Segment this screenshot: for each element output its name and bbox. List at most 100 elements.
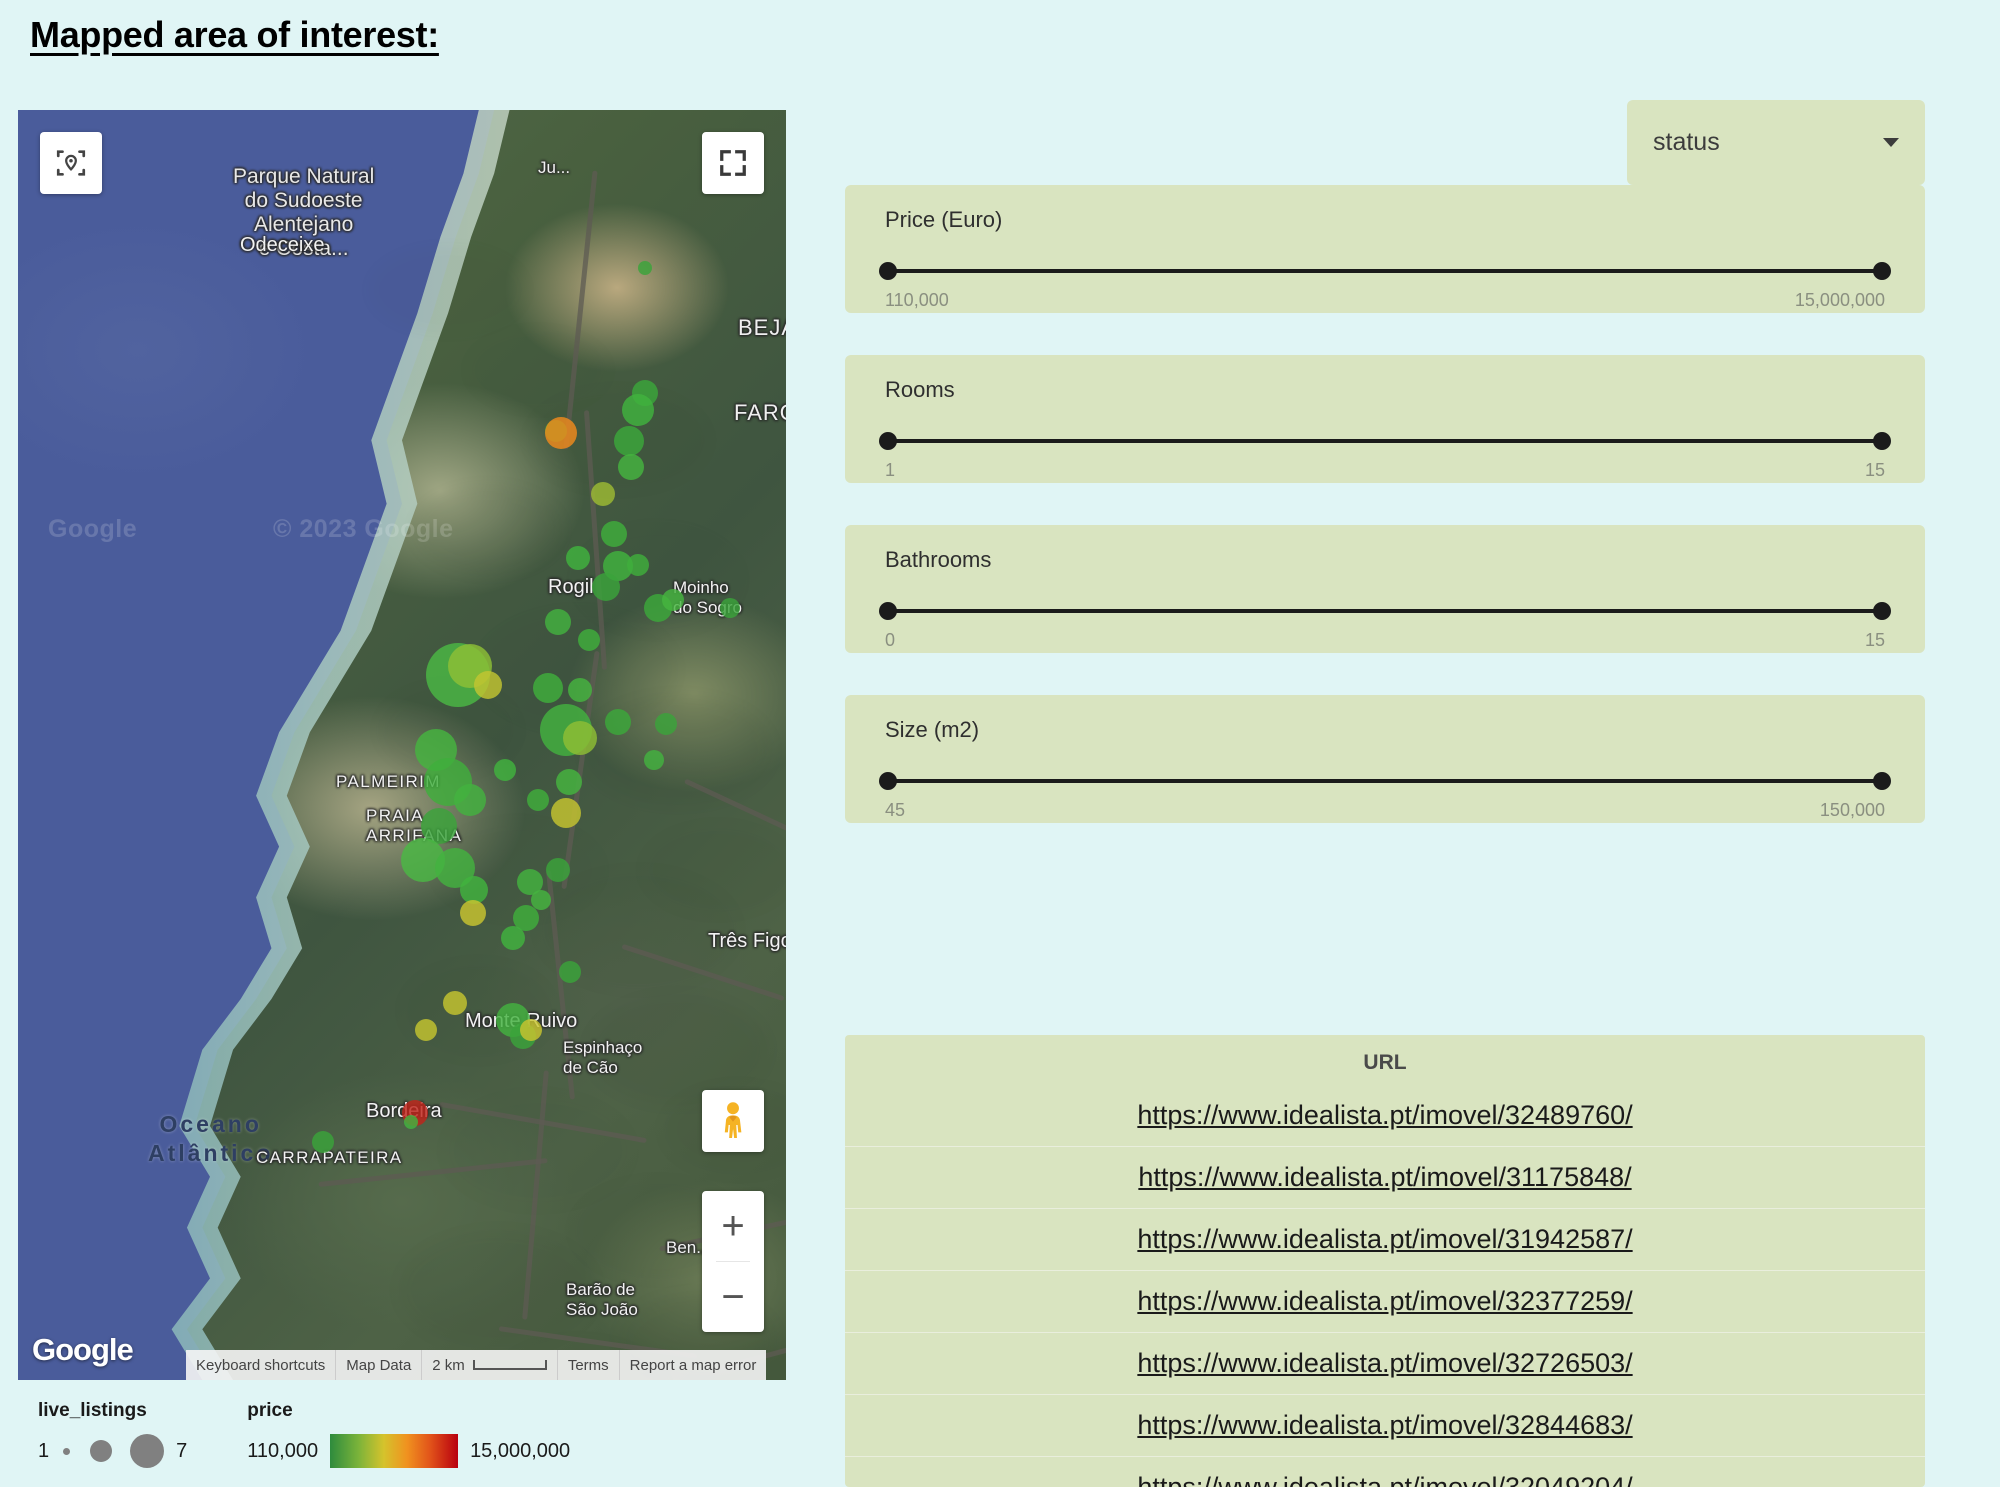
- listing-bubble[interactable]: [454, 784, 486, 816]
- slider-title: Size (m2): [885, 717, 980, 742]
- listing-bubble[interactable]: [494, 759, 516, 781]
- legend-dot-large: [130, 1434, 165, 1468]
- map-scale-label: 2 km: [432, 1356, 465, 1374]
- listing-bubble[interactable]: [520, 1019, 542, 1041]
- listing-bubble[interactable]: [556, 769, 582, 795]
- listing-bubble[interactable]: [546, 858, 570, 882]
- legend-dot-medium: [90, 1440, 113, 1462]
- listing-bubble[interactable]: [551, 798, 581, 828]
- listing-bubble[interactable]: [601, 521, 627, 547]
- slider-track[interactable]: [885, 269, 1885, 273]
- slider-scale: 110,000 15,000,000: [885, 290, 1885, 311]
- slider-track[interactable]: [885, 439, 1885, 443]
- listing-bubble[interactable]: [662, 589, 684, 611]
- url-table: URL https://www.idealista.pt/imovel/3248…: [845, 1035, 1925, 1487]
- status-dropdown[interactable]: status: [1627, 100, 1925, 185]
- listing-bubble[interactable]: [655, 713, 677, 735]
- listing-bubble[interactable]: [533, 673, 563, 703]
- slider-handle-max[interactable]: [1873, 262, 1891, 280]
- listing-bubble[interactable]: [627, 554, 649, 576]
- listing-url-link[interactable]: https://www.idealista.pt/imovel/31175848…: [1138, 1162, 1632, 1192]
- listing-bubble[interactable]: [559, 961, 581, 983]
- map-legend: live_listings 1 7 price 110,000 15,000,0…: [38, 1400, 630, 1470]
- zoom-out-button[interactable]: −: [721, 1275, 745, 1319]
- slider-handle-min[interactable]: [879, 602, 897, 620]
- listing-bubble[interactable]: [443, 991, 467, 1015]
- listing-url-link[interactable]: https://www.idealista.pt/imovel/32844683…: [1137, 1410, 1633, 1440]
- range-slider[interactable]: [879, 601, 1891, 621]
- listing-bubble[interactable]: [460, 876, 488, 904]
- terms-link[interactable]: Terms: [556, 1350, 619, 1380]
- slider-handle-min[interactable]: [879, 262, 897, 280]
- listing-bubble[interactable]: [614, 426, 644, 456]
- listing-bubble[interactable]: [591, 482, 615, 506]
- zoom-controls[interactable]: + −: [702, 1191, 764, 1332]
- listing-bubble[interactable]: [622, 394, 654, 426]
- listing-bubble[interactable]: [404, 1115, 418, 1129]
- listing-bubble[interactable]: [531, 890, 551, 910]
- legend-color-title: price: [247, 1400, 293, 1421]
- listing-bubble[interactable]: [474, 671, 502, 699]
- keyboard-shortcuts-link[interactable]: Keyboard shortcuts: [196, 1356, 326, 1374]
- range-slider[interactable]: [879, 431, 1891, 451]
- slider-track[interactable]: [885, 779, 1885, 783]
- slider-title: Bathrooms: [885, 547, 992, 572]
- table-row: https://www.idealista.pt/imovel/32726503…: [845, 1332, 1925, 1394]
- slider-card: Rooms 1 15: [845, 355, 1925, 483]
- range-slider[interactable]: [879, 261, 1891, 281]
- listing-bubble[interactable]: [568, 678, 592, 702]
- fullscreen-icon: [720, 150, 746, 176]
- listing-bubble[interactable]: [592, 573, 620, 601]
- listing-bubble[interactable]: [312, 1131, 334, 1153]
- listing-url-link[interactable]: https://www.idealista.pt/imovel/31942587…: [1137, 1224, 1633, 1254]
- locate-button[interactable]: [40, 132, 102, 194]
- range-slider[interactable]: [879, 771, 1891, 791]
- terrain-shade: [398, 1230, 598, 1350]
- street-view-pegman-button[interactable]: [702, 1090, 764, 1152]
- terrain-shade: [643, 825, 786, 915]
- listing-bubble[interactable]: [720, 598, 740, 618]
- map-data-link[interactable]: Map Data: [335, 1350, 421, 1380]
- listing-bubble[interactable]: [578, 629, 600, 651]
- listing-bubble[interactable]: [638, 261, 652, 275]
- listing-bubble[interactable]: [644, 750, 664, 770]
- listing-bubble[interactable]: [566, 546, 590, 570]
- slider-handle-max[interactable]: [1873, 772, 1891, 790]
- pegman-icon: [724, 1102, 742, 1138]
- listing-url-link[interactable]: https://www.idealista.pt/imovel/32049204…: [1137, 1472, 1633, 1487]
- listing-bubble[interactable]: [545, 609, 571, 635]
- listing-bubble[interactable]: [605, 709, 631, 735]
- slider-max-label: 15: [1864, 460, 1885, 480]
- status-dropdown-label: status: [1653, 128, 1720, 156]
- listing-bubble[interactable]: [527, 789, 549, 811]
- map-scale-bar: [472, 1360, 547, 1370]
- slider-track[interactable]: [885, 609, 1885, 613]
- slider-min-label: 1: [885, 460, 896, 480]
- zoom-divider: [716, 1261, 750, 1262]
- slider-handle-min[interactable]: [879, 772, 897, 790]
- legend-color-scale: 110,000 15,000,000: [247, 1432, 570, 1470]
- listing-bubble[interactable]: [563, 721, 597, 755]
- listing-bubble[interactable]: [618, 454, 644, 480]
- slider-handle-min[interactable]: [879, 432, 897, 450]
- listing-bubble[interactable]: [415, 1019, 437, 1041]
- map-attribution-bar: Keyboard shortcuts Map Data 2 km Terms R…: [186, 1350, 767, 1380]
- legend-size: live_listings 1 7: [38, 1400, 187, 1470]
- listing-url-link[interactable]: https://www.idealista.pt/imovel/32377259…: [1137, 1286, 1633, 1316]
- legend-color-min: 110,000: [247, 1439, 319, 1462]
- slider-card: Bathrooms 0 15: [845, 525, 1925, 653]
- table-row: https://www.idealista.pt/imovel/32049204…: [845, 1456, 1925, 1487]
- terrain-shade: [368, 245, 528, 335]
- slider-handle-max[interactable]: [1873, 602, 1891, 620]
- slider-handle-max[interactable]: [1873, 432, 1891, 450]
- listing-url-link[interactable]: https://www.idealista.pt/imovel/32489760…: [1137, 1100, 1633, 1130]
- report-map-error-link[interactable]: Report a map error: [618, 1350, 767, 1380]
- listing-bubble[interactable]: [545, 417, 577, 449]
- listing-bubble[interactable]: [460, 900, 486, 926]
- listing-url-link[interactable]: https://www.idealista.pt/imovel/32726503…: [1137, 1348, 1633, 1378]
- zoom-in-button[interactable]: +: [721, 1204, 745, 1248]
- slider-card: Price (Euro) 110,000 15,000,000: [845, 185, 1925, 313]
- fullscreen-button[interactable]: [702, 132, 764, 194]
- map-panel[interactable]: Google © 2023 Google Parque Natural do S…: [18, 110, 786, 1380]
- listing-bubble[interactable]: [501, 926, 525, 950]
